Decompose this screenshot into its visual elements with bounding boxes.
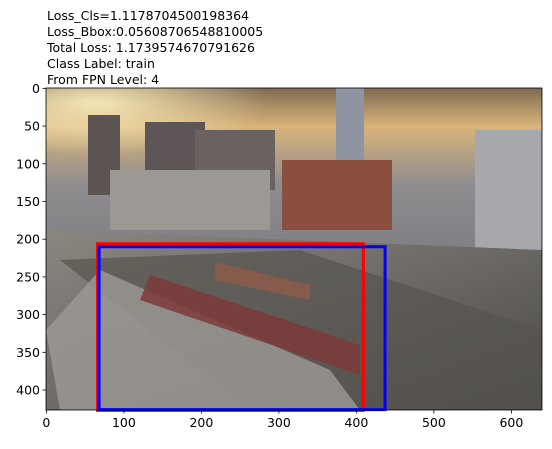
x-tick-label: 600 — [499, 415, 523, 430]
photo — [46, 88, 542, 410]
title-line: Loss_Bbox:0.05608706548810005 — [47, 24, 263, 39]
y-tick-label: 100 — [16, 156, 40, 171]
x-tick-label: 0 — [42, 415, 50, 430]
x-tick-label: 500 — [422, 415, 446, 430]
axes-frame — [45, 87, 543, 411]
x-tick-label: 100 — [112, 415, 136, 430]
x-tick-label: 200 — [189, 415, 213, 430]
title-line: From FPN Level: 4 — [47, 72, 159, 87]
y-tick-label: 250 — [16, 269, 40, 284]
y-tick-label: 50 — [24, 119, 40, 134]
y-tick-label: 300 — [16, 307, 40, 322]
title-line: Total Loss: 1.1739574670791626 — [46, 40, 255, 55]
y-tick-label: 150 — [16, 194, 40, 209]
y-tick-label: 400 — [16, 383, 40, 398]
y-tick-label: 0 — [32, 81, 40, 96]
title-line: Loss_Cls=1.1178704500198364 — [47, 8, 249, 23]
y-tick-label: 200 — [16, 232, 40, 247]
x-tick-label: 300 — [267, 415, 291, 430]
x-tick-label: 400 — [344, 415, 368, 430]
y-tick-label: 350 — [16, 345, 40, 360]
title-line: Class Label: train — [47, 56, 155, 71]
